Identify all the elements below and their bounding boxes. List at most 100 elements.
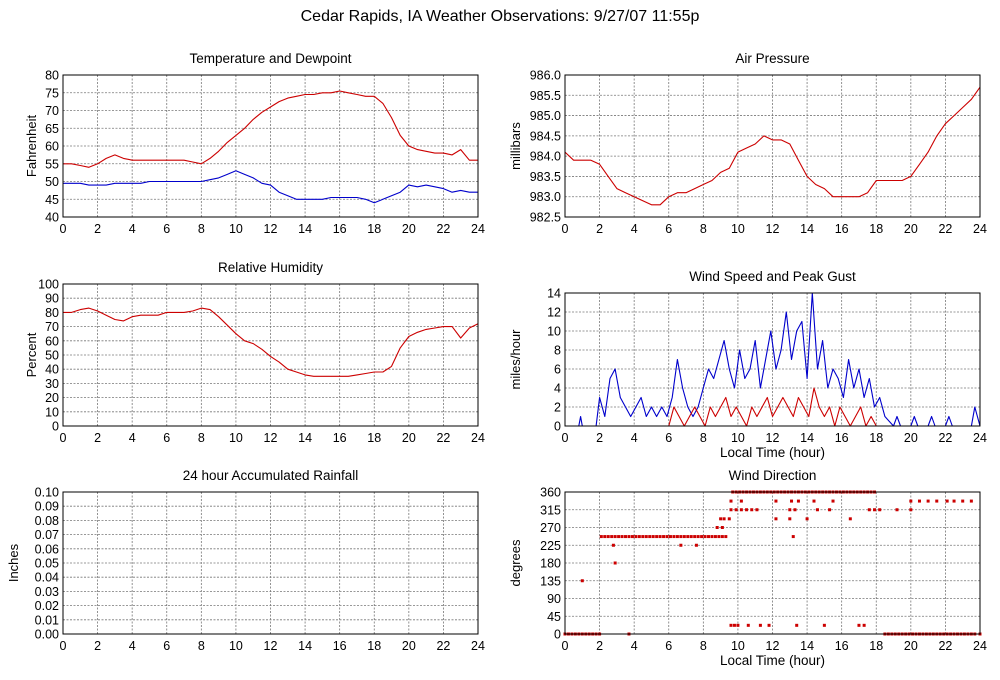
chart-title: Relative Humidity <box>218 260 323 275</box>
x-tick-label: 14 <box>298 639 312 653</box>
y-tick-label: 90 <box>547 592 561 606</box>
y-axis-label: miles/hour <box>508 329 523 390</box>
series-line-1 <box>63 90 478 168</box>
x-tick-label: 4 <box>129 639 136 653</box>
x-tick-label: 22 <box>938 639 952 653</box>
y-tick-label: 8 <box>554 344 561 358</box>
y-tick-label: 100 <box>38 278 59 292</box>
data-point <box>795 623 799 627</box>
y-axis-label: degrees <box>508 539 523 586</box>
data-point <box>815 508 819 512</box>
x-tick-label: 22 <box>436 431 450 445</box>
x-tick-label: 4 <box>129 431 136 445</box>
data-point <box>734 508 738 512</box>
data-point <box>961 499 965 503</box>
data-point <box>722 517 726 521</box>
data-point <box>739 499 743 503</box>
data-point <box>895 508 899 512</box>
data-point <box>758 623 762 627</box>
data-point <box>641 535 645 539</box>
x-tick-label: 2 <box>94 222 101 236</box>
y-axis-label: Fahrenheit <box>24 115 39 178</box>
x-tick-label: 16 <box>333 639 347 653</box>
plot-frame <box>564 491 981 635</box>
plot-frame <box>564 74 981 218</box>
data-point <box>952 499 956 503</box>
data-point <box>727 517 731 521</box>
data-point <box>755 508 759 512</box>
x-tick-label: 20 <box>904 431 918 445</box>
x-tick-label: 12 <box>264 639 278 653</box>
y-tick-label: 20 <box>45 391 59 405</box>
data-point <box>926 499 930 503</box>
x-tick-label: 6 <box>163 639 170 653</box>
x-tick-label: 6 <box>163 222 170 236</box>
data-point <box>682 535 686 539</box>
data-point <box>767 623 771 627</box>
data-point <box>713 535 717 539</box>
x-tick-label: 16 <box>333 222 347 236</box>
data-point <box>627 535 631 539</box>
x-tick-label: 20 <box>904 222 918 236</box>
data-point <box>651 535 655 539</box>
data-point <box>686 535 690 539</box>
x-tick-label: 2 <box>596 431 603 445</box>
data-point <box>745 508 749 512</box>
data-point <box>873 508 877 512</box>
data-point <box>796 499 800 503</box>
data-point <box>729 508 733 512</box>
x-tick-label: 4 <box>631 222 638 236</box>
data-point <box>603 535 607 539</box>
x-tick-label: 10 <box>731 639 745 653</box>
x-tick-label: 18 <box>869 222 883 236</box>
plot-frame <box>62 491 479 635</box>
data-point <box>694 543 698 547</box>
data-point <box>658 535 662 539</box>
data-point <box>703 535 707 539</box>
data-point <box>788 508 792 512</box>
x-tick-label: 10 <box>229 639 243 653</box>
y-tick-label: 0.08 <box>35 514 59 528</box>
x-tick-label: 14 <box>800 639 814 653</box>
data-point <box>878 508 882 512</box>
x-tick-label: 6 <box>665 431 672 445</box>
y-tick-label: 2 <box>554 401 561 415</box>
data-point <box>655 535 659 539</box>
chart-title: Wind Direction <box>729 468 817 483</box>
x-tick-label: 2 <box>94 639 101 653</box>
y-tick-label: 986.0 <box>530 69 561 83</box>
y-axis-label: millibars <box>508 122 523 170</box>
x-tick-label: 6 <box>163 431 170 445</box>
x-tick-label: 14 <box>298 222 312 236</box>
plot-frame <box>564 292 981 427</box>
data-point <box>693 535 697 539</box>
data-point <box>644 535 648 539</box>
data-point <box>848 517 852 521</box>
data-point <box>719 517 723 521</box>
y-tick-label: 10 <box>45 405 59 419</box>
data-point <box>720 535 724 539</box>
y-tick-label: 984.5 <box>530 129 561 143</box>
data-point <box>791 535 795 539</box>
data-point <box>613 561 617 565</box>
data-point <box>790 499 794 503</box>
data-point <box>610 535 614 539</box>
y-tick-label: 0.04 <box>35 571 59 585</box>
data-point <box>648 535 652 539</box>
data-point <box>580 579 584 583</box>
x-tick-label: 24 <box>973 431 987 445</box>
data-point <box>613 535 617 539</box>
data-point <box>611 543 615 547</box>
x-tick-label: 22 <box>436 639 450 653</box>
y-tick-label: 0.10 <box>35 486 59 500</box>
y-tick-label: 0.02 <box>35 599 59 613</box>
y-tick-label: 0.05 <box>35 557 59 571</box>
y-tick-label: 360 <box>540 486 561 500</box>
series-line-1 <box>564 86 981 206</box>
x-tick-label: 22 <box>938 431 952 445</box>
x-tick-label: 8 <box>198 639 205 653</box>
